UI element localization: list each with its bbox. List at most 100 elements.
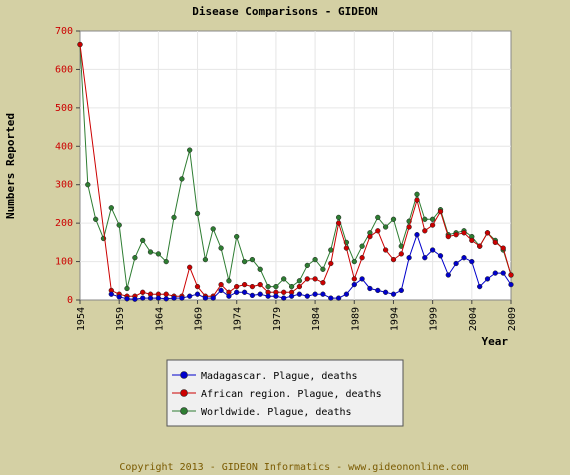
x-tick-label: 1999 — [429, 307, 440, 331]
data-point — [422, 255, 428, 261]
data-point — [187, 147, 193, 153]
data-point — [132, 296, 138, 302]
data-point — [187, 293, 193, 299]
data-point — [414, 191, 420, 197]
x-tick-label: 1959 — [115, 307, 126, 331]
data-point — [210, 226, 216, 232]
data-point — [469, 237, 475, 244]
data-point — [437, 208, 444, 215]
data-point — [257, 266, 263, 272]
data-point — [163, 258, 169, 265]
data-point — [461, 230, 467, 236]
y-tick-label: 300 — [55, 180, 73, 191]
data-point — [422, 216, 428, 222]
data-point — [492, 270, 498, 276]
data-point — [108, 291, 114, 297]
y-tick-label: 0 — [67, 295, 73, 306]
chart-title: Disease Comparisons - GIDEON — [192, 5, 377, 18]
data-point — [351, 258, 357, 265]
data-point — [335, 220, 342, 226]
series-1 — [77, 41, 514, 299]
legend-entry: African region. Plague, deaths — [201, 389, 382, 400]
data-point — [453, 232, 459, 238]
data-point — [163, 296, 169, 302]
data-point — [508, 272, 514, 278]
legend: Madagascar. Plague, deaths African region… — [166, 359, 404, 427]
data-point — [422, 228, 428, 234]
data-point — [281, 295, 287, 301]
data-point — [273, 293, 279, 299]
data-point — [140, 289, 146, 295]
data-point — [171, 214, 177, 221]
data-point — [273, 283, 279, 290]
data-point — [116, 294, 122, 300]
data-point — [484, 276, 491, 282]
y-tick-label: 200 — [55, 218, 73, 229]
data-point — [429, 247, 436, 253]
grid — [80, 31, 511, 300]
legend-box — [166, 359, 404, 427]
data-point — [375, 228, 381, 234]
data-point — [477, 283, 483, 290]
copyright-text: Copyright 2013 - GIDEON Informatics - ww… — [119, 462, 468, 473]
data-point — [163, 291, 169, 297]
data-point — [194, 210, 201, 217]
data-point — [234, 283, 240, 290]
data-point — [226, 293, 232, 299]
y-axis: 0 100 200 300 400 500 600 700 — [55, 26, 80, 306]
data-point — [445, 272, 451, 278]
data-point — [375, 287, 381, 294]
data-point — [194, 283, 201, 290]
legend-marker — [180, 371, 188, 379]
data-point — [398, 251, 404, 257]
legend-entry: Madagascar. Plague, deaths — [201, 371, 358, 382]
data-point — [77, 41, 83, 48]
data-point — [281, 276, 287, 282]
data-point — [241, 258, 248, 265]
data-point — [477, 243, 483, 249]
data-point — [265, 283, 271, 290]
data-point — [304, 276, 310, 282]
data-point — [390, 216, 397, 222]
data-point — [132, 255, 138, 261]
data-point — [194, 291, 201, 297]
x-tick-label: 1969 — [194, 307, 205, 331]
data-point — [226, 278, 232, 284]
data-point — [328, 260, 334, 267]
x-tick-label: 1984 — [311, 307, 322, 331]
data-point — [296, 283, 303, 290]
x-tick-label: 1964 — [154, 307, 165, 331]
data-point — [187, 264, 193, 270]
data-point — [85, 182, 91, 188]
x-tick-label: 1989 — [350, 307, 361, 331]
data-point — [367, 285, 373, 292]
x-tick-label: 1979 — [272, 307, 283, 331]
data-point — [508, 281, 514, 288]
data-point — [453, 260, 459, 267]
series-group — [77, 41, 514, 302]
data-point — [437, 253, 444, 259]
series-line — [111, 233, 512, 300]
data-point — [492, 239, 498, 246]
data-point — [469, 258, 475, 265]
data-point — [241, 281, 248, 288]
data-point — [461, 255, 467, 261]
data-point — [234, 289, 240, 295]
data-point — [367, 233, 373, 240]
legend-marker — [180, 389, 188, 397]
data-point — [320, 266, 326, 272]
data-point — [359, 276, 365, 282]
y-tick-label: 400 — [55, 141, 73, 152]
data-point — [382, 247, 389, 253]
data-point — [155, 295, 162, 301]
data-point — [288, 293, 295, 299]
data-point — [351, 281, 357, 288]
data-point — [414, 197, 420, 203]
data-point — [210, 295, 216, 301]
data-point — [218, 281, 224, 288]
data-point — [328, 295, 334, 301]
data-point — [147, 249, 154, 255]
data-point — [312, 256, 318, 263]
series-0 — [108, 232, 514, 302]
